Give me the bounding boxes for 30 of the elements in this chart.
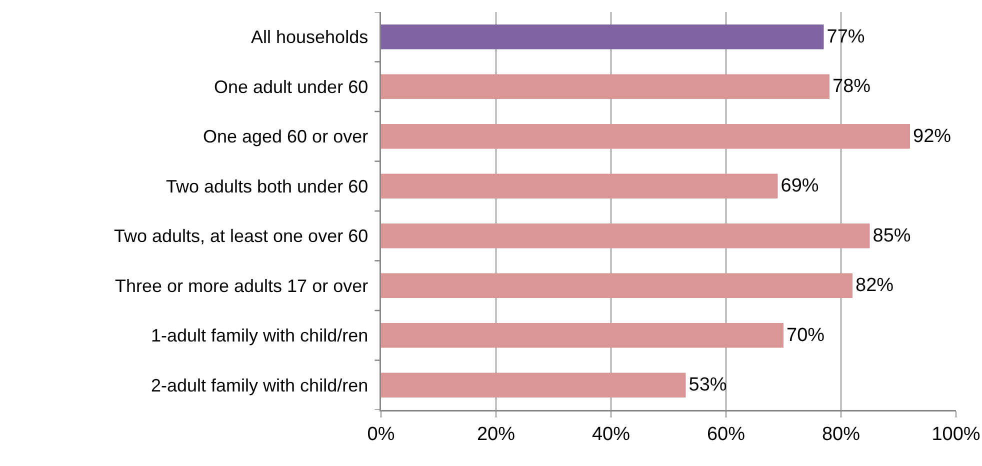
y-tick-label: 1-adult family with child/ren xyxy=(151,326,368,346)
bar xyxy=(381,372,686,398)
data-label: 70% xyxy=(786,324,825,346)
data-label: 85% xyxy=(872,225,911,246)
data-label: 82% xyxy=(856,275,894,296)
data-label: 77% xyxy=(826,26,865,48)
x-tick-label: 80% xyxy=(822,424,860,446)
y-tick-label: Three or more adults 17 or over xyxy=(114,276,368,296)
data-label: 78% xyxy=(832,76,871,98)
bar xyxy=(381,174,778,199)
data-label: 92% xyxy=(913,126,952,147)
y-tick-label: One aged 60 or over xyxy=(202,126,368,147)
bar xyxy=(381,273,852,298)
y-tick-label: All households xyxy=(251,27,368,48)
x-tick-label: 40% xyxy=(592,424,630,446)
bar xyxy=(381,124,910,149)
y-tick-label: One adult under 60 xyxy=(214,76,368,97)
data-label: 69% xyxy=(780,176,819,197)
x-tick-label: 100% xyxy=(932,424,980,446)
x-tick-label: 20% xyxy=(476,424,516,446)
x-tick-label: 60% xyxy=(706,424,746,446)
bar xyxy=(381,24,824,50)
data-label: 53% xyxy=(688,374,727,396)
y-tick-label: 2-adult family with child/ren xyxy=(151,375,368,396)
x-tick-label: 0% xyxy=(367,424,395,446)
bar xyxy=(381,223,870,248)
y-tick-label: Two adults both under 60 xyxy=(166,176,368,196)
bar xyxy=(381,74,830,100)
y-tick-label: Two adults, at least one over 60 xyxy=(114,226,368,246)
bar xyxy=(381,322,784,348)
